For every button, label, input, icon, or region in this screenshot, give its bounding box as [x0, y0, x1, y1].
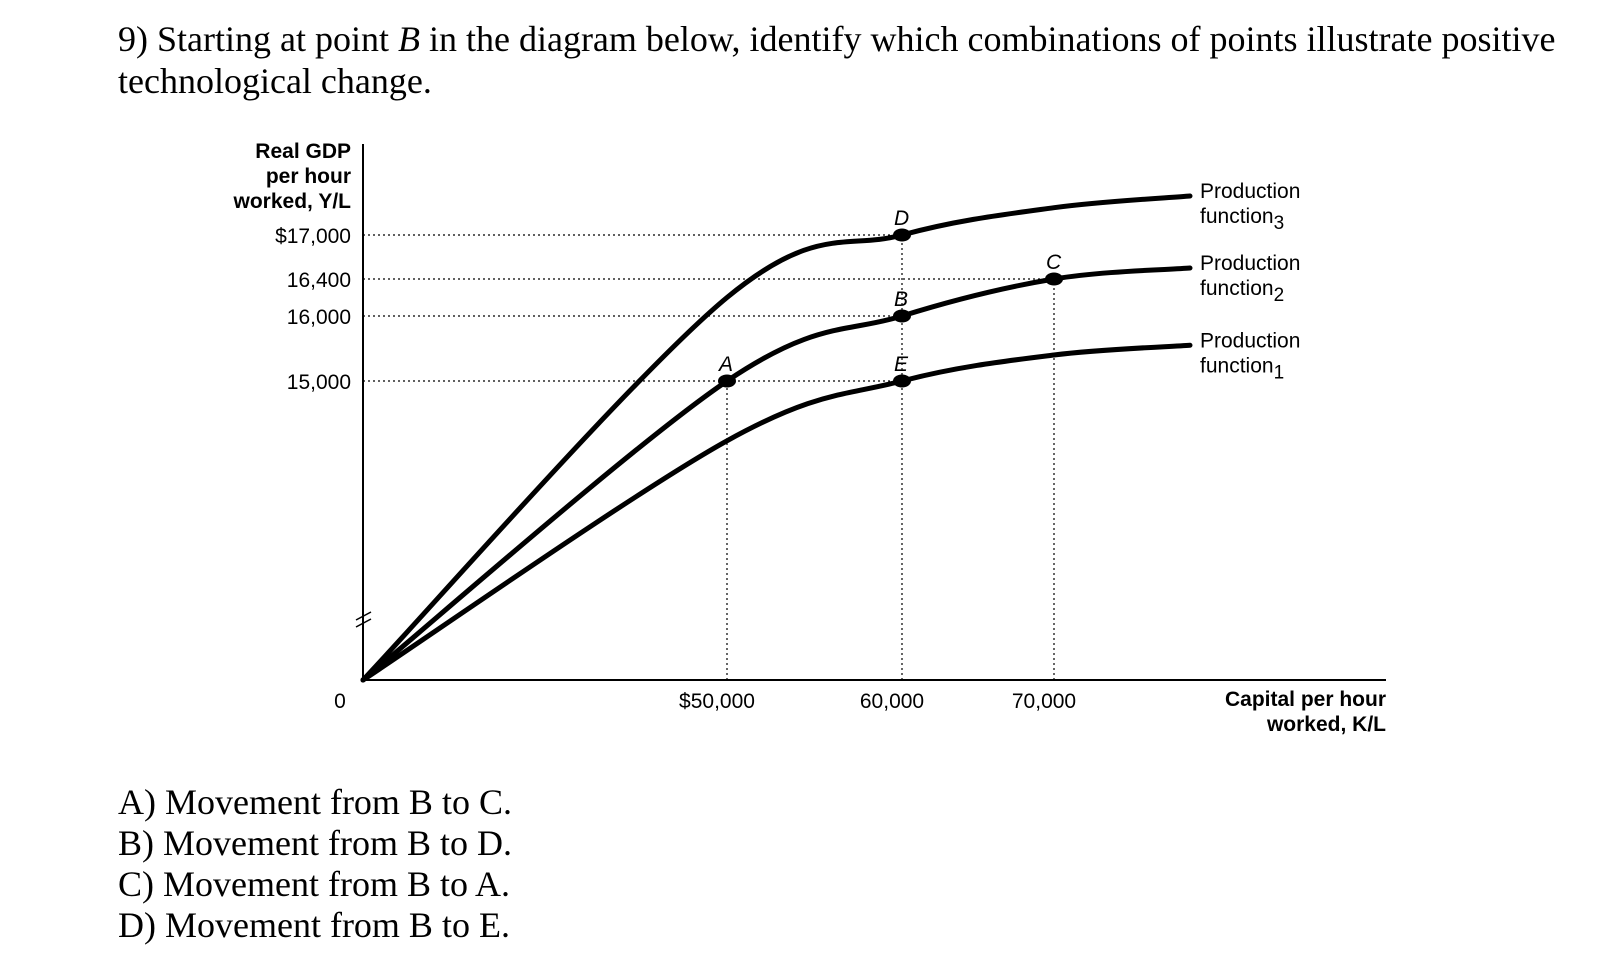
series-label-subscript: 1: [1274, 362, 1285, 383]
x-tick-label-0: $50,000: [679, 690, 755, 713]
y-axis-label-line-3: worked, Y/L: [233, 190, 352, 213]
point-label-a: A: [717, 353, 733, 376]
production-function-3-curve: [360, 193, 1193, 683]
question-point: B: [397, 19, 420, 59]
question-text: 9) Starting at point B in the diagram be…: [118, 18, 1558, 102]
point-c: [1045, 272, 1063, 286]
question-text-after: in the diagram below, identify which com…: [118, 19, 1556, 101]
point-d: [893, 228, 911, 242]
x-axis-label-line-1: Capital per hour: [1225, 688, 1386, 711]
answer-choices: A) Movement from B to C. B) Movement fro…: [118, 782, 512, 946]
series-label-line-2: function2: [1200, 277, 1284, 306]
question-text-before: Starting at point: [157, 19, 389, 59]
series-label-subscript: 3: [1274, 213, 1285, 234]
choice-d[interactable]: D) Movement from B to E.: [118, 905, 510, 945]
production-function-chart: A B C D E Real GDP per hour worked, Y/L Capi…: [233, 140, 1387, 736]
series-label-subscript: 2: [1274, 285, 1285, 306]
choice-c[interactable]: C) Movement from B to A.: [118, 864, 510, 904]
axes: [355, 144, 1386, 681]
y-axis-break: [355, 611, 372, 628]
series-label-line-1: Production: [1200, 329, 1300, 352]
y-tick-label-0: $17,000: [275, 225, 351, 248]
point-label-d: D: [894, 207, 909, 230]
point-label-e: E: [894, 353, 909, 376]
series-label-line-1: Production: [1200, 252, 1300, 275]
series-label-line-1: Production: [1200, 180, 1300, 203]
x-tick-label-1: 60,000: [860, 690, 924, 713]
y-axis-label-line-2: per hour: [266, 165, 351, 188]
point-label-c: C: [1046, 251, 1062, 274]
point-a: [718, 374, 736, 388]
y-tick-label-3: 15,000: [287, 371, 351, 394]
guide-lines: [363, 234, 1055, 680]
y-tick-label-2: 16,000: [287, 306, 351, 329]
production-function-1-curve: [360, 342, 1193, 683]
question-number: 9): [118, 19, 148, 59]
point-b: [893, 309, 911, 323]
production-function-2-curve: [360, 265, 1193, 683]
series-label-line-2: function3: [1200, 205, 1284, 234]
point-e: [893, 374, 911, 388]
choice-a[interactable]: A) Movement from B to C.: [118, 782, 512, 822]
series-label-line-2: function1: [1200, 354, 1284, 383]
x-axis-label-line-2: worked, K/L: [1266, 713, 1386, 736]
production-curves: [360, 193, 1193, 683]
point-label-b: B: [894, 288, 908, 311]
x-tick-label-2: 70,000: [1012, 690, 1076, 713]
y-tick-label-1: 16,400: [287, 269, 351, 292]
y-axis-label-line-1: Real GDP: [255, 140, 351, 163]
chart-points: A B C D E: [717, 207, 1063, 388]
choice-b[interactable]: B) Movement from B to D.: [118, 823, 512, 863]
origin-label: 0: [334, 690, 346, 713]
